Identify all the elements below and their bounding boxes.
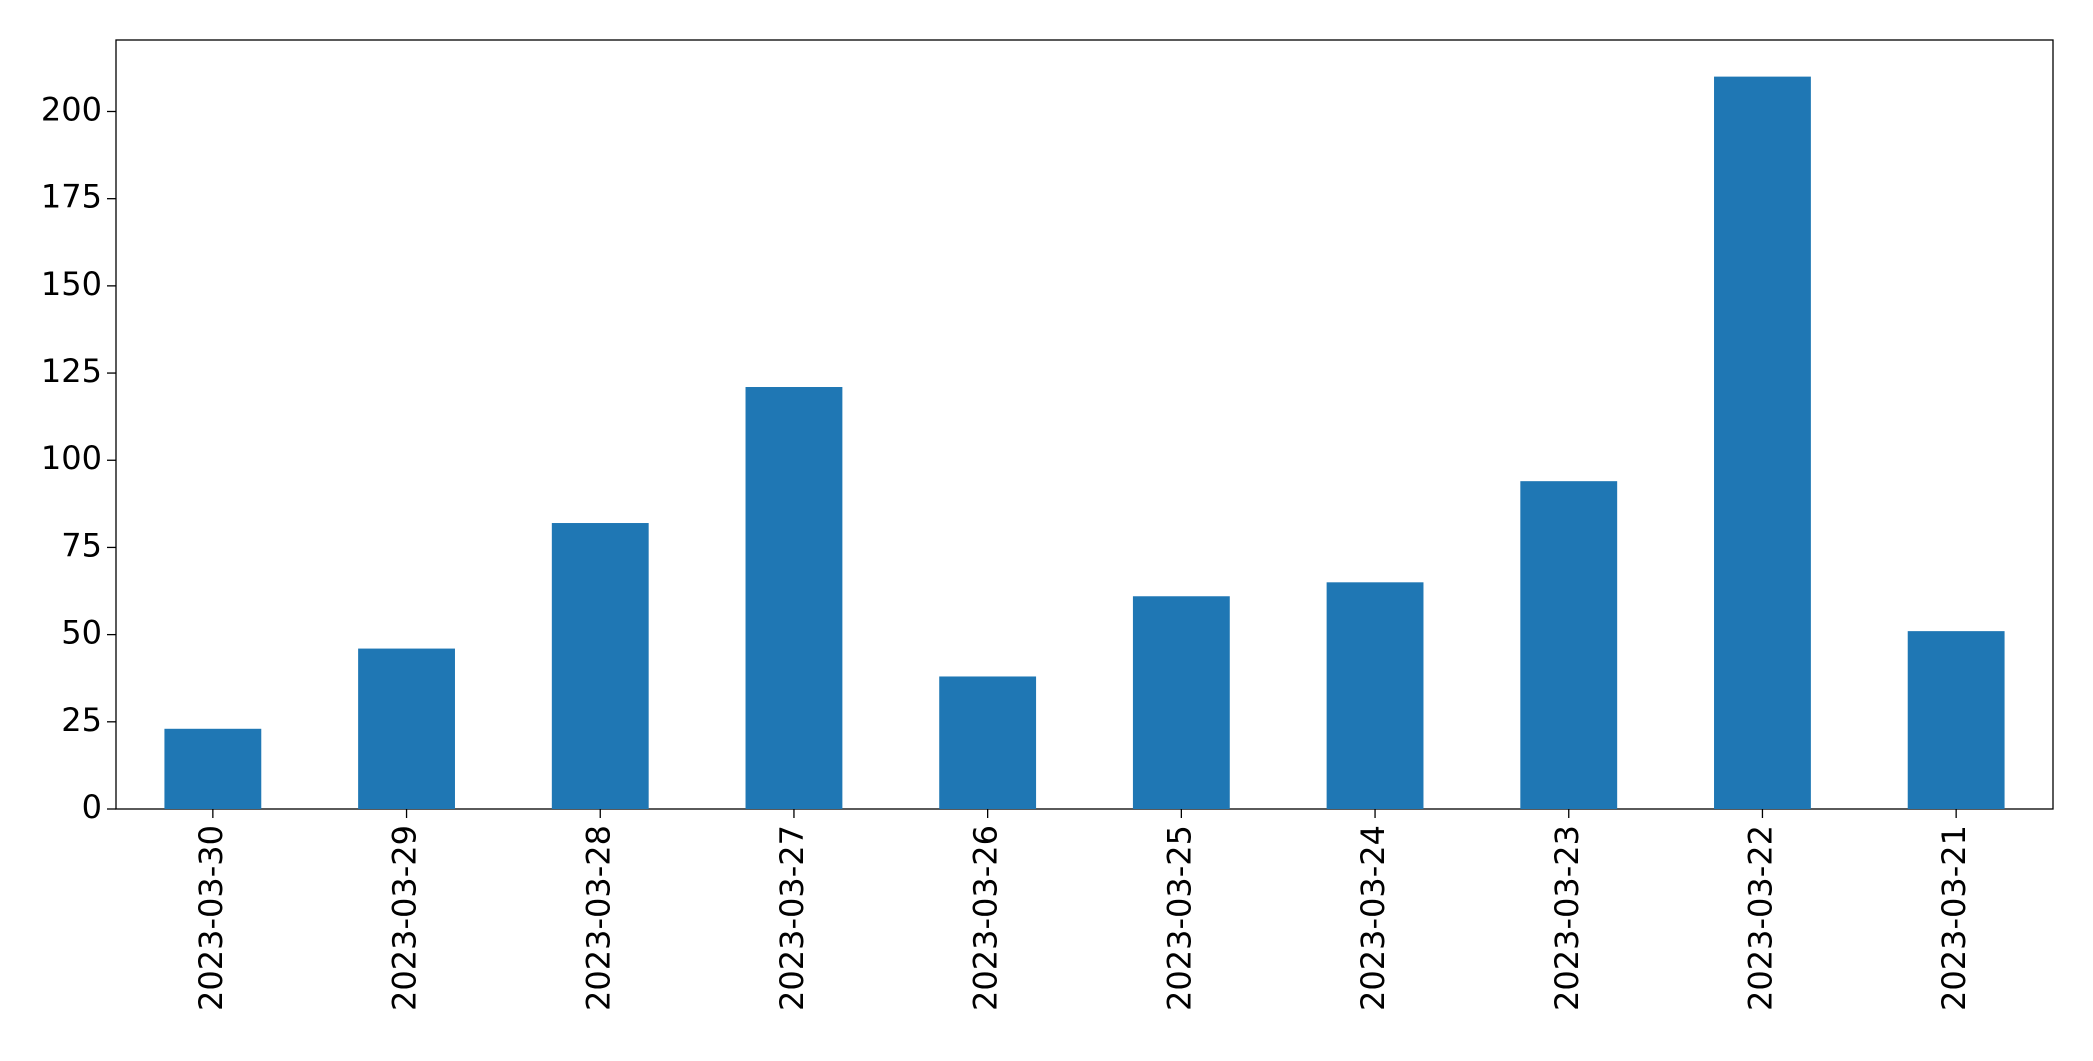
x-tick-label: 2023-03-29 [386, 825, 424, 1011]
x-tick-label: 2023-03-27 [773, 825, 811, 1011]
plot-frame [115, 39, 2054, 810]
bar [939, 676, 1037, 809]
x-tick-label: 2023-03-24 [1354, 825, 1392, 1011]
bar [745, 387, 843, 809]
x-tick-label: 2023-03-26 [967, 825, 1005, 1011]
x-tick-label: 2023-03-23 [1548, 825, 1586, 1011]
x-tick-label: 2023-03-30 [192, 825, 230, 1011]
y-tick-label: 150 [41, 265, 102, 303]
y-tick-label: 25 [61, 701, 102, 739]
bar [551, 523, 649, 809]
y-tick-label: 125 [41, 352, 102, 390]
y-tick-label: 0 [82, 788, 102, 826]
bar [1326, 582, 1424, 809]
x-tick-label: 2023-03-22 [1741, 825, 1779, 1011]
bar [1520, 481, 1618, 809]
bar [164, 728, 262, 809]
x-tick-label: 2023-03-25 [1160, 825, 1198, 1011]
bar [1907, 631, 2005, 809]
bar [1132, 596, 1230, 809]
y-tick-label: 50 [61, 614, 102, 652]
bar [358, 648, 455, 809]
y-tick-label: 75 [61, 526, 102, 564]
x-tick-label: 2023-03-21 [1935, 825, 1973, 1011]
y-tick-label: 200 [41, 90, 102, 128]
y-tick-label: 175 [41, 178, 102, 216]
x-tick-label: 2023-03-28 [579, 825, 617, 1011]
y-tick-label: 100 [41, 439, 102, 477]
bar [1714, 76, 1811, 810]
